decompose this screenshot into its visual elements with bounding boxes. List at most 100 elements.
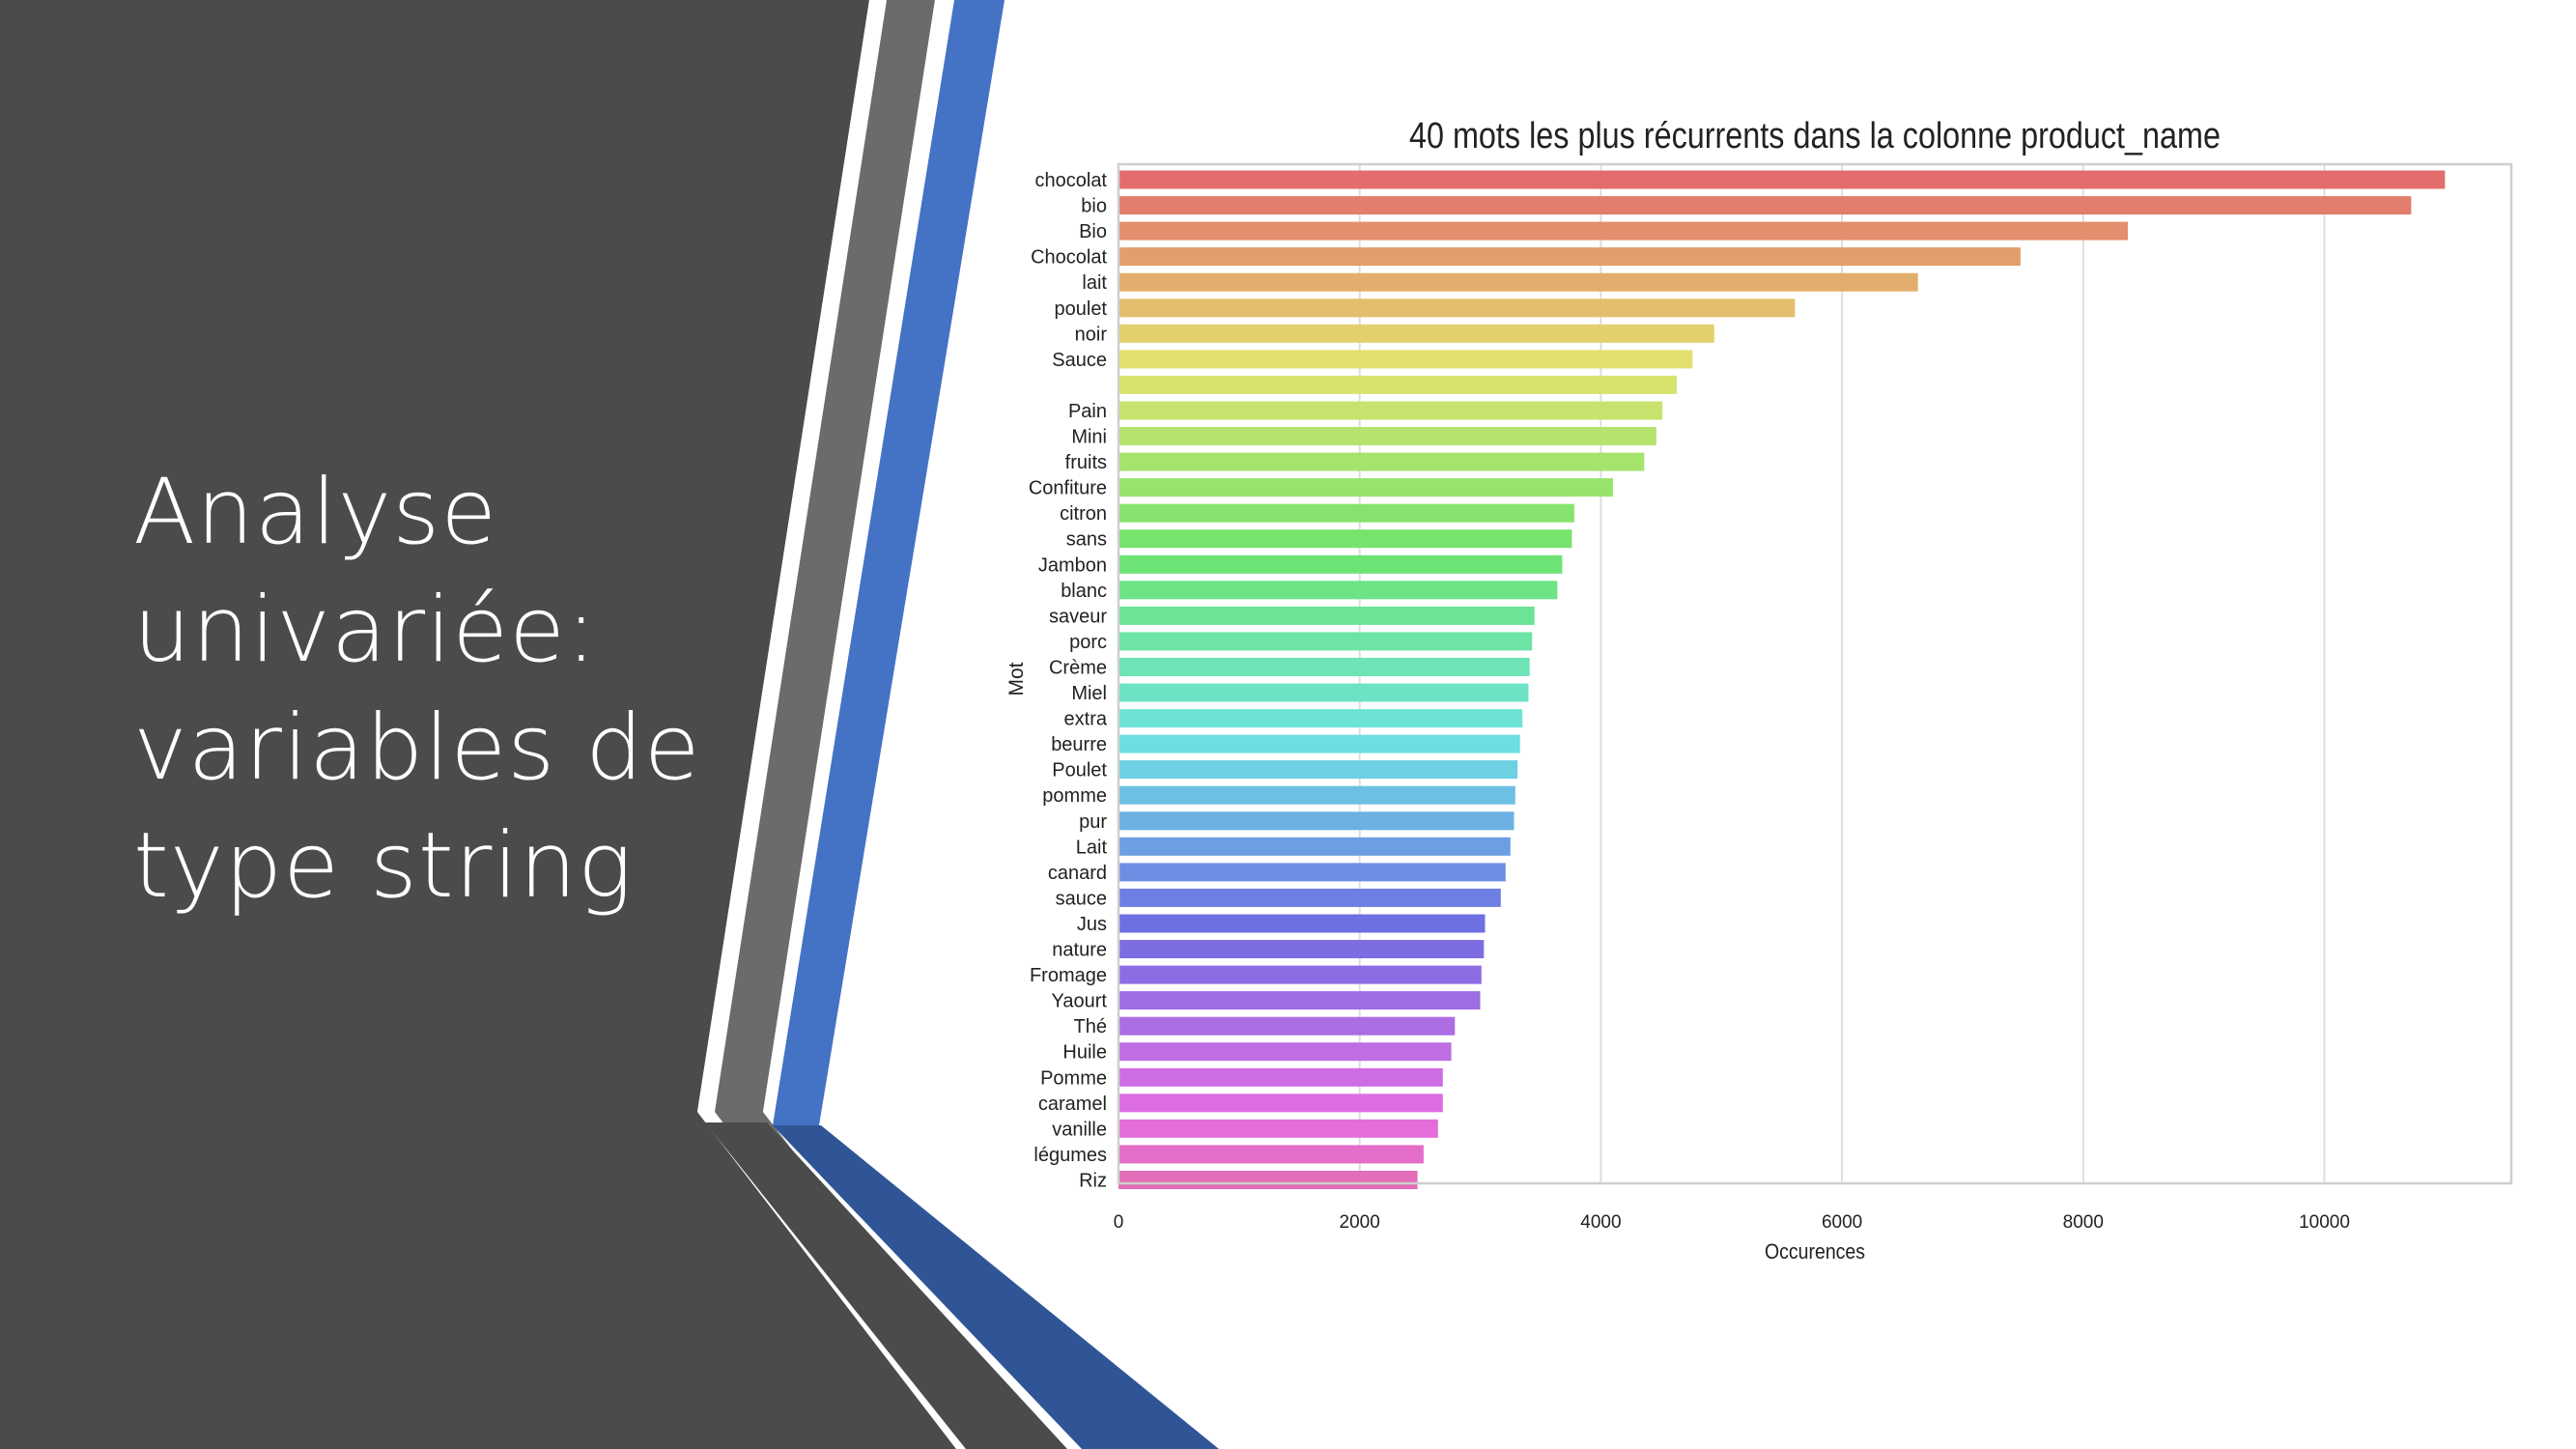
- category-label: Lait: [1076, 837, 1108, 858]
- x-tick-label: 2000: [1340, 1212, 1380, 1233]
- category-label: Pomme: [1040, 1067, 1107, 1089]
- bar: [1118, 658, 1530, 676]
- category-label: Jus: [1077, 914, 1107, 935]
- bar: [1118, 940, 1485, 958]
- category-label: chocolat: [1035, 170, 1108, 191]
- bar: [1118, 1042, 1452, 1062]
- category-label: porc: [1069, 632, 1107, 653]
- x-tick-label: 6000: [1822, 1212, 1862, 1233]
- category-label: fruits: [1065, 452, 1107, 473]
- blue-stripe-lower: [773, 1125, 1219, 1449]
- slide-title-line: univariée:: [133, 578, 598, 683]
- bar: [1118, 272, 1918, 292]
- category-label: Bio: [1079, 221, 1107, 242]
- bar: [1118, 1094, 1443, 1113]
- bar: [1118, 760, 1518, 780]
- category-label: citron: [1060, 503, 1107, 525]
- category-label: sans: [1066, 529, 1107, 551]
- category-label: vanille: [1052, 1119, 1107, 1140]
- bar: [1118, 529, 1572, 549]
- category-label: blanc: [1061, 581, 1107, 602]
- category-label: bio: [1081, 196, 1107, 217]
- category-label: pomme: [1042, 785, 1107, 807]
- bar: [1118, 785, 1515, 805]
- category-label: caramel: [1038, 1094, 1107, 1115]
- bar: [1118, 632, 1533, 651]
- x-tick-label: 4000: [1580, 1212, 1621, 1233]
- gray-stripe: [715, 0, 1022, 1449]
- category-label: Sauce: [1052, 350, 1107, 371]
- blue-stripe: [773, 0, 1005, 1125]
- bar: [1118, 427, 1656, 445]
- category-label: Pain: [1068, 401, 1107, 422]
- bar: [1118, 888, 1501, 907]
- category-label: noir: [1075, 324, 1108, 345]
- bar: [1118, 1145, 1424, 1164]
- bar: [1118, 914, 1486, 933]
- category-label: canard: [1048, 863, 1107, 884]
- category-label: Riz: [1079, 1171, 1107, 1192]
- bar: [1118, 298, 1796, 318]
- white-stripe-inner: [763, 0, 1043, 1449]
- slide-title: Analyse univariée: variables de type str…: [133, 454, 751, 925]
- category-labels: chocolat bio Bio Chocolat lait poulet noir Sauc…: [1029, 170, 1108, 1192]
- bar: [1118, 811, 1514, 831]
- category-label: sauce: [1056, 888, 1107, 909]
- plot-frame: [1117, 162, 2513, 1185]
- bar: [1118, 196, 2412, 215]
- category-label: Confiture: [1029, 478, 1107, 499]
- bar: [1118, 478, 1613, 497]
- bar: [1118, 452, 1645, 471]
- category-label: Chocolat: [1031, 247, 1107, 269]
- category-label: Jambon: [1038, 554, 1107, 576]
- bar: [1118, 350, 1693, 369]
- bar: [1118, 965, 1482, 984]
- category-label: lait: [1082, 272, 1107, 294]
- category-label: pur: [1079, 811, 1107, 833]
- bar: [1118, 375, 1677, 394]
- dark-background-panel: [0, 0, 956, 1449]
- bars: [1118, 170, 2446, 1189]
- y-axis-label: Mot: [1005, 662, 1028, 696]
- bar: [1118, 221, 2128, 241]
- category-label: Miel: [1071, 683, 1107, 704]
- bar: [1118, 683, 1529, 702]
- bar: [1118, 709, 1523, 728]
- bar: [1118, 606, 1535, 625]
- bar: [1118, 324, 1714, 343]
- category-label: Mini: [1071, 427, 1107, 448]
- x-tick-labels: 0 2000 4000 6000 8000 10000: [1114, 1212, 2350, 1233]
- slide-title-line: variables de: [133, 696, 701, 801]
- bar: [1118, 837, 1511, 856]
- category-label: Huile: [1062, 1042, 1107, 1064]
- category-label: Crème: [1049, 658, 1107, 679]
- category-label: saveur: [1049, 606, 1107, 627]
- bar: [1118, 1016, 1456, 1036]
- bar: [1118, 1067, 1443, 1087]
- bar: [1118, 247, 2021, 267]
- x-tick-label: 0: [1114, 1212, 1124, 1233]
- bar: [1118, 503, 1574, 523]
- dark-lower-wedge: [705, 1122, 1067, 1449]
- bar: [1118, 554, 1563, 574]
- category-label: légumes: [1033, 1145, 1107, 1166]
- slide-title-line: Analyse: [133, 460, 498, 565]
- category-label: extra: [1064, 709, 1108, 730]
- bar: [1118, 1171, 1418, 1189]
- chart-title: 40 mots les plus récurrents dans la colo…: [1409, 116, 2221, 156]
- category-label: Yaourt: [1052, 991, 1108, 1012]
- bar: [1118, 401, 1663, 420]
- category-label: Fromage: [1030, 965, 1107, 986]
- bar: [1118, 1119, 1438, 1138]
- x-tick-label: 10000: [2299, 1212, 2350, 1233]
- x-axis-label: Occurences: [1765, 1239, 1865, 1264]
- bar: [1118, 734, 1520, 753]
- category-label: Poulet: [1052, 760, 1107, 781]
- bar: [1118, 863, 1506, 882]
- slide-title-line: type string: [133, 813, 634, 919]
- bar: [1118, 581, 1558, 600]
- category-label: nature: [1052, 940, 1107, 961]
